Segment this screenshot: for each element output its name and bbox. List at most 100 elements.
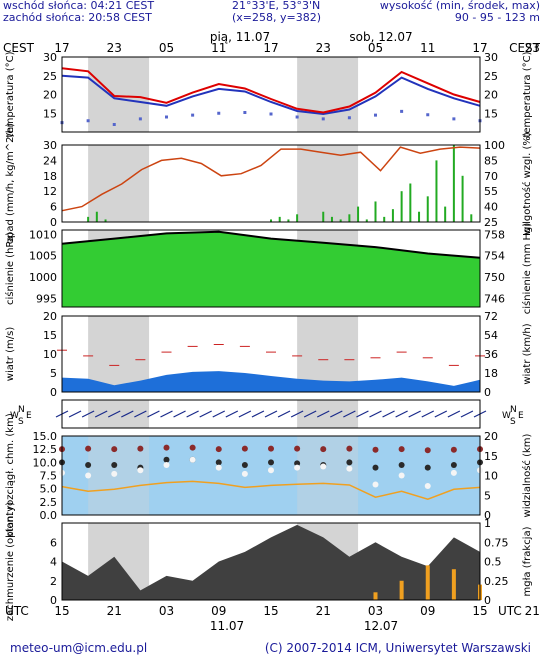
bottom-tz-left: UTC: [5, 604, 29, 618]
y-tick-label-left: 1005: [29, 250, 57, 263]
y-tick-label-left: 0: [50, 594, 57, 607]
wind-arrow: [107, 410, 121, 418]
bottom-hour-label: 03: [159, 604, 174, 618]
y-tick-label-left: 7.5: [40, 470, 58, 483]
wind-arrow: [395, 410, 408, 418]
y-axis-label-right: mgła (frakcja): [522, 526, 533, 596]
night-band: [88, 316, 150, 392]
wind-speed-area: [62, 371, 480, 392]
wind-arrow: [421, 410, 435, 418]
wind-arrow: [316, 410, 330, 418]
visibility-marker: [372, 481, 379, 488]
visibility-marker: [424, 464, 431, 471]
visibility-marker: [268, 445, 274, 452]
visibility-marker: [450, 469, 457, 476]
y-tick-label-left: 2.5: [40, 496, 58, 509]
wind-arrow: [369, 410, 382, 418]
precip-bar: [418, 211, 421, 222]
precip-bar: [391, 209, 394, 222]
altitude-values: 90 - 95 - 123 m: [454, 11, 540, 24]
visibility-marker: [424, 447, 431, 454]
y-axis-label-left: pion. rozciągł. chm. (km): [5, 413, 16, 538]
y-tick-label-right: 746: [484, 292, 505, 305]
precip-bar: [287, 219, 290, 222]
y-tick-label-left: 20: [43, 310, 57, 323]
bottom-hour-label: 09: [211, 604, 226, 618]
y-tick-label-right: 0: [484, 594, 491, 607]
panel: 995 1000 1005 1010 746 750 754 758 ciśnienie (hP…: [4, 223, 533, 315]
visibility-marker: [189, 444, 196, 451]
precip-bar: [365, 219, 368, 222]
night-band: [297, 57, 359, 132]
visibility-line: [61, 480, 481, 500]
wind-arrow: [199, 410, 212, 418]
y-tick-label-right: 0.5: [484, 556, 502, 569]
top-hour-label: 11: [420, 41, 435, 55]
y-axis-label-left: zachmurzenie (oktanty): [5, 502, 16, 621]
y-tick-label-right: 15: [484, 107, 498, 120]
y-tick-label-right: 750: [484, 271, 505, 284]
y-tick-label-right: 0: [484, 386, 491, 399]
visibility-marker: [111, 470, 118, 477]
wind-arrow: [134, 410, 147, 418]
top-tz-right: CEST: [509, 41, 541, 55]
visibility-marker: [294, 445, 301, 452]
y-tick-label-left: 10.0: [33, 456, 58, 469]
fog-bar: [399, 580, 404, 600]
visibility-marker: [111, 446, 118, 453]
y-tick-label-left: 0: [50, 216, 57, 229]
top-hour-label: 05: [368, 41, 383, 55]
top-hour-label: 17: [472, 41, 487, 55]
visibility-marker: [372, 446, 379, 453]
y-tick-label-right: 0.25: [484, 575, 509, 588]
visibility-marker: [320, 463, 327, 470]
humidity-line: [61, 146, 481, 212]
dew-point-marker: [165, 115, 168, 119]
visibility-marker: [85, 445, 92, 452]
precip-bar: [296, 214, 299, 222]
dew-point-marker: [452, 117, 456, 121]
wind-arrow: [251, 410, 265, 418]
bottom-hour-labels: 15 21 03 09 15 21 03 09 15 21: [54, 604, 540, 618]
visibility-marker: [294, 460, 301, 467]
visibility-marker: [163, 444, 170, 451]
y-tick-label-right: 100: [484, 139, 505, 152]
wind-arrow: [94, 410, 108, 418]
panel: 0.02.55.07.510.012.515.0 0 5 10 15 20 pion. ro…: [5, 413, 533, 538]
y-tick-label-left: 15: [43, 107, 57, 120]
precip-bar: [426, 196, 429, 222]
visibility-marker: [268, 459, 274, 466]
y-tick-label-right: 5: [484, 489, 491, 502]
panel: 0 2 4 6 0 0.25 0.5 0.75 1 zachmurzenie (oktanty) m…: [5, 502, 533, 621]
dew-point-marker: [191, 113, 195, 117]
visibility-marker: [320, 446, 327, 453]
visibility-marker: [398, 446, 405, 453]
y-tick-label-right: 85: [484, 154, 498, 167]
temperature-line-blue: [61, 74, 481, 116]
y-tick-label-right: 754: [484, 250, 505, 263]
y-axis-label-left: wiatr (m/s): [5, 327, 16, 382]
precip-bar: [470, 214, 473, 222]
sunrise-text: wschód słońca: 04:21 CEST: [3, 0, 155, 12]
top-hour-label: 23: [316, 41, 331, 55]
visibility-marker: [215, 464, 222, 471]
y-tick-label-left: 18: [43, 170, 57, 183]
top-hour-label: 23: [107, 41, 122, 55]
wind-arrow: [186, 410, 199, 418]
precip-bar: [444, 206, 447, 222]
y-tick-label-left: 24: [43, 154, 57, 167]
y-tick-label-right: 10: [484, 470, 498, 483]
wind-arrow: [343, 410, 356, 418]
footer-copyright: (C) 2007-2014 ICM, Uniwersytet Warszawsk…: [264, 641, 531, 655]
y-tick-label-right: 40: [484, 201, 498, 214]
visibility-marker: [450, 461, 457, 468]
wind-arrow: [303, 410, 317, 418]
bottom-date-2: 12.07: [364, 619, 398, 633]
visibility-marker: [241, 445, 248, 452]
dew-point-marker: [426, 113, 430, 117]
precip-bar: [383, 216, 386, 222]
visibility-marker: [346, 459, 353, 466]
wind-arrow: [290, 410, 304, 418]
